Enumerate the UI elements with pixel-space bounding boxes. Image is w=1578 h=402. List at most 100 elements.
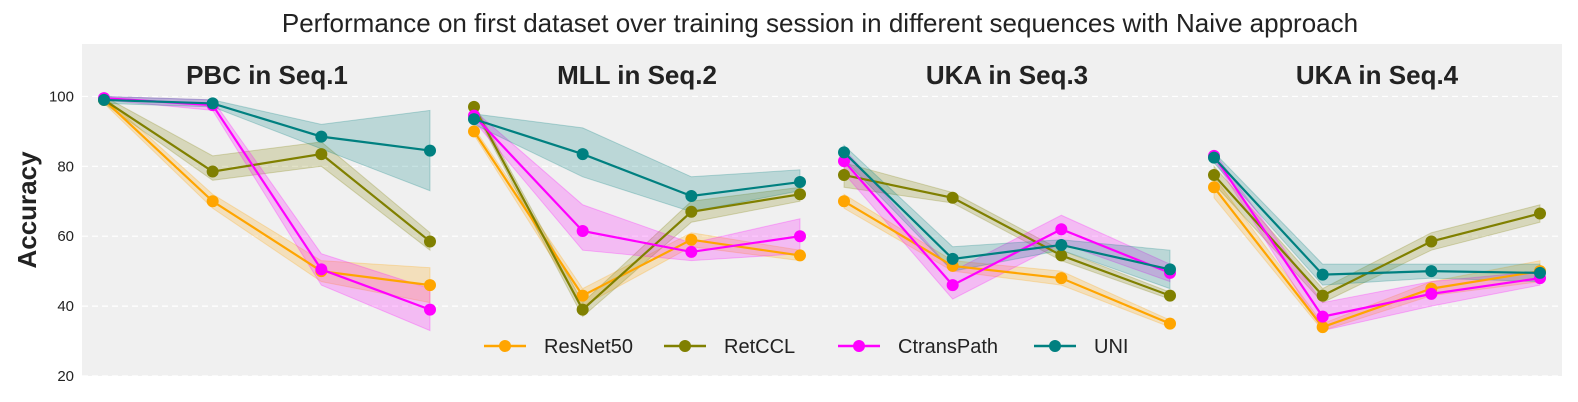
legend-marker bbox=[499, 340, 511, 352]
panel-mll-in-seq-2: MLL in Seq.2 bbox=[468, 60, 806, 318]
panel-uka-in-seq-3: UKA in Seq.3 bbox=[838, 60, 1176, 330]
band-uni bbox=[103, 95, 431, 192]
legend-label: CtransPath bbox=[898, 336, 998, 358]
point-resnet50 bbox=[1208, 181, 1220, 194]
point-retccl bbox=[1208, 169, 1220, 182]
point-uni bbox=[424, 144, 436, 157]
panel-title: MLL in Seq.2 bbox=[557, 60, 717, 90]
point-resnet50 bbox=[838, 195, 850, 208]
point-uni bbox=[1208, 151, 1220, 164]
panel-uka-in-seq-4: UKA in Seq.4 bbox=[1208, 60, 1546, 334]
point-uni bbox=[1055, 238, 1068, 251]
line-resnet50 bbox=[1213, 186, 1541, 329]
point-uni bbox=[1164, 263, 1176, 276]
point-uni bbox=[794, 176, 806, 189]
line-retccl bbox=[103, 98, 431, 243]
panel-title: PBC in Seq.1 bbox=[186, 60, 348, 90]
point-retccl bbox=[946, 191, 959, 204]
legend-item-retccl: RetCCL bbox=[664, 336, 795, 358]
point-ctranspath bbox=[576, 224, 589, 237]
legend-label: ResNet50 bbox=[544, 336, 633, 358]
legend-marker bbox=[853, 340, 865, 352]
point-ctranspath bbox=[1055, 223, 1068, 236]
point-retccl bbox=[1316, 289, 1329, 302]
line-ctranspath bbox=[843, 160, 1171, 287]
point-resnet50 bbox=[1164, 317, 1176, 330]
y-tick-label: 100 bbox=[49, 88, 74, 105]
point-retccl bbox=[1534, 207, 1546, 220]
line-uni bbox=[1213, 156, 1541, 276]
point-retccl bbox=[1425, 235, 1438, 248]
point-uni bbox=[98, 93, 110, 106]
band-retccl bbox=[473, 103, 801, 318]
legend-marker bbox=[679, 340, 691, 352]
band-retccl bbox=[103, 95, 431, 252]
point-ctranspath bbox=[1425, 287, 1438, 300]
plot-background bbox=[82, 44, 1562, 376]
point-retccl bbox=[206, 165, 219, 178]
line-ctranspath bbox=[473, 114, 801, 254]
point-retccl bbox=[794, 188, 806, 201]
line-uni bbox=[103, 98, 431, 152]
line-resnet50 bbox=[103, 99, 431, 287]
point-ctranspath bbox=[946, 279, 959, 292]
point-retccl bbox=[685, 205, 698, 218]
line-ctranspath bbox=[1213, 155, 1541, 318]
legend-item-ctranspath: CtransPath bbox=[838, 336, 998, 358]
point-resnet50 bbox=[794, 249, 806, 262]
point-uni bbox=[468, 113, 480, 126]
point-ctranspath bbox=[794, 230, 806, 243]
panel-pbc-in-seq-1: PBC in Seq.1 bbox=[98, 60, 436, 332]
point-resnet50 bbox=[1055, 272, 1068, 285]
point-ctranspath bbox=[315, 263, 328, 276]
band-uni bbox=[843, 144, 1171, 290]
point-uni bbox=[315, 130, 328, 143]
y-tick-label: 20 bbox=[57, 368, 74, 385]
point-uni bbox=[838, 146, 850, 159]
point-retccl bbox=[424, 235, 436, 248]
plot-area: 20 40 60 80 100 PBC in Seq.1 MLL in Seq.2 UKA i… bbox=[49, 44, 1562, 385]
point-resnet50 bbox=[468, 125, 480, 138]
point-uni bbox=[1534, 266, 1546, 279]
line-uni bbox=[473, 118, 801, 198]
y-tick-label: 80 bbox=[57, 158, 74, 175]
line-uni bbox=[843, 151, 1171, 271]
point-uni bbox=[685, 190, 698, 203]
point-uni bbox=[206, 97, 219, 110]
point-ctranspath bbox=[838, 155, 850, 168]
y-tick-label: 40 bbox=[57, 298, 74, 315]
point-ctranspath bbox=[685, 245, 698, 258]
line-retccl bbox=[473, 106, 801, 312]
legend-item-resnet50: ResNet50 bbox=[484, 336, 633, 358]
point-retccl bbox=[1055, 249, 1068, 262]
band-retccl bbox=[1213, 165, 1541, 304]
point-resnet50 bbox=[576, 289, 589, 302]
legend-label: UNI bbox=[1094, 336, 1128, 358]
legend-marker bbox=[1049, 340, 1061, 352]
legend-label: RetCCL bbox=[724, 336, 795, 358]
point-retccl bbox=[1164, 289, 1176, 302]
point-resnet50 bbox=[685, 233, 698, 246]
panel-title: UKA in Seq.4 bbox=[1296, 60, 1459, 90]
point-retccl bbox=[468, 100, 480, 113]
legend-item-uni: UNI bbox=[1034, 336, 1128, 358]
point-resnet50 bbox=[424, 279, 436, 292]
point-retccl bbox=[576, 303, 589, 316]
point-retccl bbox=[315, 148, 328, 161]
point-ctranspath bbox=[424, 303, 436, 316]
point-uni bbox=[1425, 265, 1438, 278]
y-tick-label: 60 bbox=[57, 228, 74, 245]
point-uni bbox=[576, 148, 589, 161]
point-resnet50 bbox=[206, 195, 219, 208]
line-resnet50 bbox=[473, 130, 801, 298]
band-ctranspath bbox=[103, 95, 431, 332]
point-uni bbox=[946, 252, 959, 265]
line-resnet50 bbox=[843, 200, 1171, 325]
point-retccl bbox=[838, 169, 850, 182]
panel-title: UKA in Seq.3 bbox=[926, 60, 1088, 90]
point-ctranspath bbox=[1316, 310, 1329, 323]
chart-title: Performance on first dataset over traini… bbox=[282, 8, 1358, 38]
y-axis-label: Accuracy bbox=[12, 151, 42, 269]
point-uni bbox=[1316, 268, 1329, 281]
